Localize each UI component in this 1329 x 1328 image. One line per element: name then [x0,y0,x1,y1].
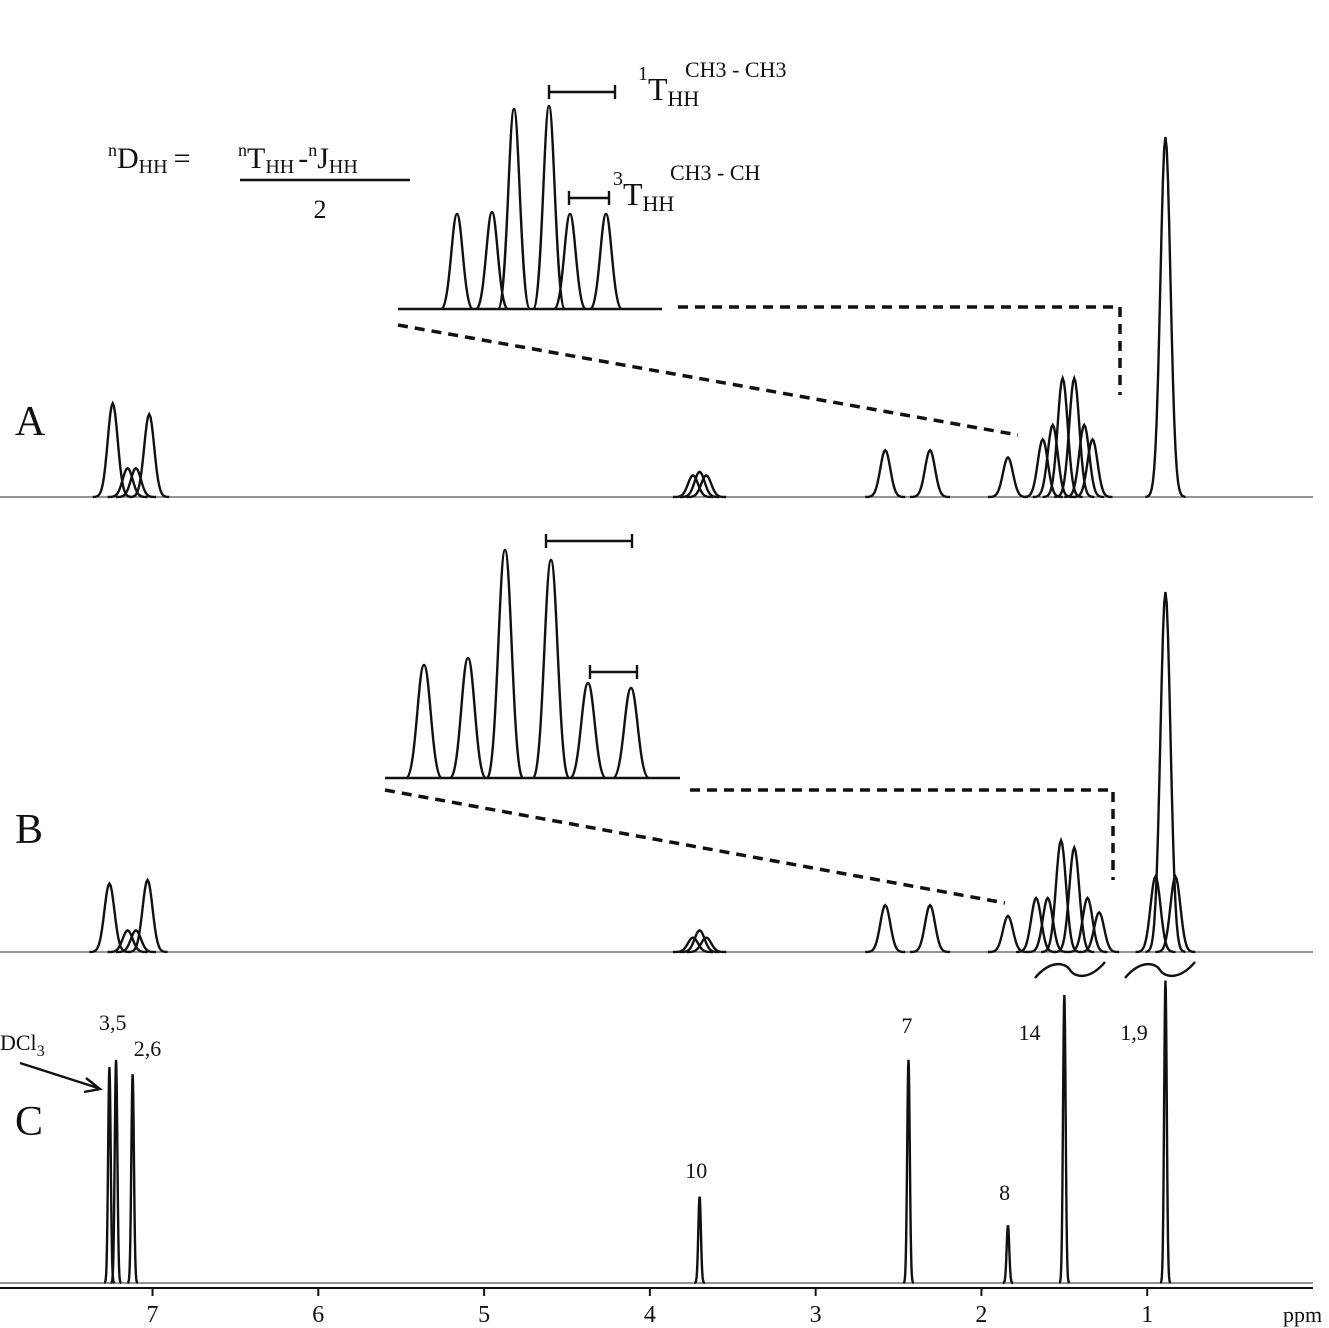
peak [694,1196,705,1285]
peak [910,448,951,499]
zoom-guide [384,788,1115,905]
peak [110,1059,122,1285]
panel-label: A [15,399,46,445]
peak [865,448,906,499]
peak [1016,896,1057,954]
peak-label: 7 [901,1013,912,1038]
peak [115,929,156,954]
peak [910,903,951,954]
peak [686,936,727,954]
peak [127,877,168,954]
peak [679,470,720,499]
coupling-tag: CH3 - CH [670,160,761,185]
peak [1040,836,1082,954]
coupling-bar [547,85,617,99]
brace [1034,961,1106,979]
coupling-bar [567,191,611,205]
peak-label: 14 [1019,1020,1041,1045]
x-tick-label: 2 [975,1302,987,1328]
peak [1155,873,1196,954]
peak-label: 8 [999,1180,1010,1205]
solvent-label: DCl3 [0,1030,45,1060]
peak [89,881,130,954]
peak [107,466,148,499]
coupling-tag: CH3 - CH3 [685,57,786,82]
formula-left: nDHH = [108,140,190,178]
coupling-bar [544,534,634,548]
x-axis-label: ppm [1283,1302,1322,1327]
x-tick-label: 1 [1141,1302,1153,1328]
peak [1064,422,1105,499]
peak [1002,1225,1014,1285]
peak [107,929,148,954]
x-tick-label: 6 [312,1302,324,1328]
x-tick-label: 4 [644,1302,656,1328]
inset-spectrum [385,548,680,780]
peak [1022,437,1063,499]
peak [1145,591,1186,954]
brace [1124,961,1196,979]
peak [129,411,170,499]
x-tick-label: 7 [147,1302,159,1328]
formula-numerator: nTHH -nJHH [238,140,358,178]
peak [1159,980,1172,1284]
peak [865,903,906,954]
peak-label: 3,5 [99,1010,127,1035]
x-tick-label: 5 [478,1302,490,1328]
peak-label: 2,6 [134,1036,162,1061]
peak [1072,437,1113,499]
peak [987,455,1028,499]
zoom-guide [397,305,1122,437]
peak [1058,994,1071,1284]
x-tick-label: 3 [810,1302,822,1328]
peak [1067,896,1108,954]
coupling-bar [588,665,639,679]
coupling-label: 3THH [613,168,674,216]
peak [1032,422,1073,499]
peak [1145,136,1186,499]
peak-label: 1,9 [1120,1020,1148,1045]
formula-denominator: 2 [314,195,327,224]
peak [115,466,156,499]
peak [1054,374,1095,499]
inset-spectrum [398,104,662,311]
peak [686,474,727,499]
panel-label: C [15,1099,43,1145]
peak [92,400,133,499]
peak [1042,374,1083,499]
coupling-label: 1THH [638,63,699,111]
peak [1079,910,1120,954]
peak [126,1074,139,1285]
arrow [19,1061,103,1094]
peak [987,914,1028,954]
peak-label: 10 [685,1158,707,1183]
peak [902,1059,915,1285]
panel-label: B [15,807,43,853]
